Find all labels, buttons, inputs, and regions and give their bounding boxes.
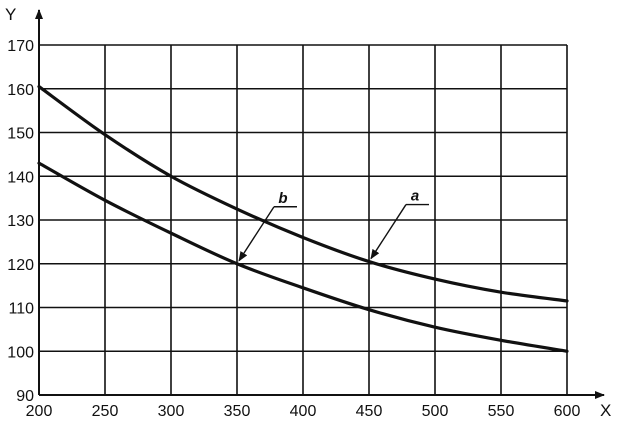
y-tick-label: 170 xyxy=(7,38,34,55)
x-tick-label: 250 xyxy=(92,403,119,420)
y-tick-label: 100 xyxy=(7,344,34,361)
curve-label-a: a xyxy=(411,188,419,205)
x-tick-label: 550 xyxy=(488,403,515,420)
x-axis-title: X xyxy=(600,401,611,420)
y-tick-label: 130 xyxy=(7,213,34,230)
x-tick-label: 500 xyxy=(422,403,449,420)
series-lines xyxy=(37,84,569,353)
y-tick-label: 160 xyxy=(7,82,34,99)
x-tick-label: 600 xyxy=(554,403,581,420)
x-tick-label: 400 xyxy=(290,403,317,420)
y-tick-label: 140 xyxy=(7,169,34,186)
x-tick-label: 200 xyxy=(26,403,53,420)
annotation-arrow-b xyxy=(238,206,275,262)
annotation-arrow-a xyxy=(370,204,407,260)
y-axis-title: Y xyxy=(5,5,16,24)
y-tick-label: 120 xyxy=(7,257,34,274)
series-line-b xyxy=(37,161,569,353)
curve-label-b: b xyxy=(278,190,287,207)
tick-labels: 200 250 300 350 400 450 500 550 600 90 100 110 120 13… xyxy=(7,38,580,420)
y-tick-label: 90 xyxy=(16,388,34,405)
y-tick-label: 110 xyxy=(8,301,34,318)
axes xyxy=(35,9,605,399)
grid xyxy=(39,44,568,395)
curve-annotations: ab xyxy=(238,188,429,262)
x-tick-label: 350 xyxy=(224,403,251,420)
y-tick-label: 150 xyxy=(7,126,34,143)
series-line-a xyxy=(37,84,569,303)
x-tick-label: 300 xyxy=(158,403,185,420)
x-tick-label: 450 xyxy=(356,403,383,420)
